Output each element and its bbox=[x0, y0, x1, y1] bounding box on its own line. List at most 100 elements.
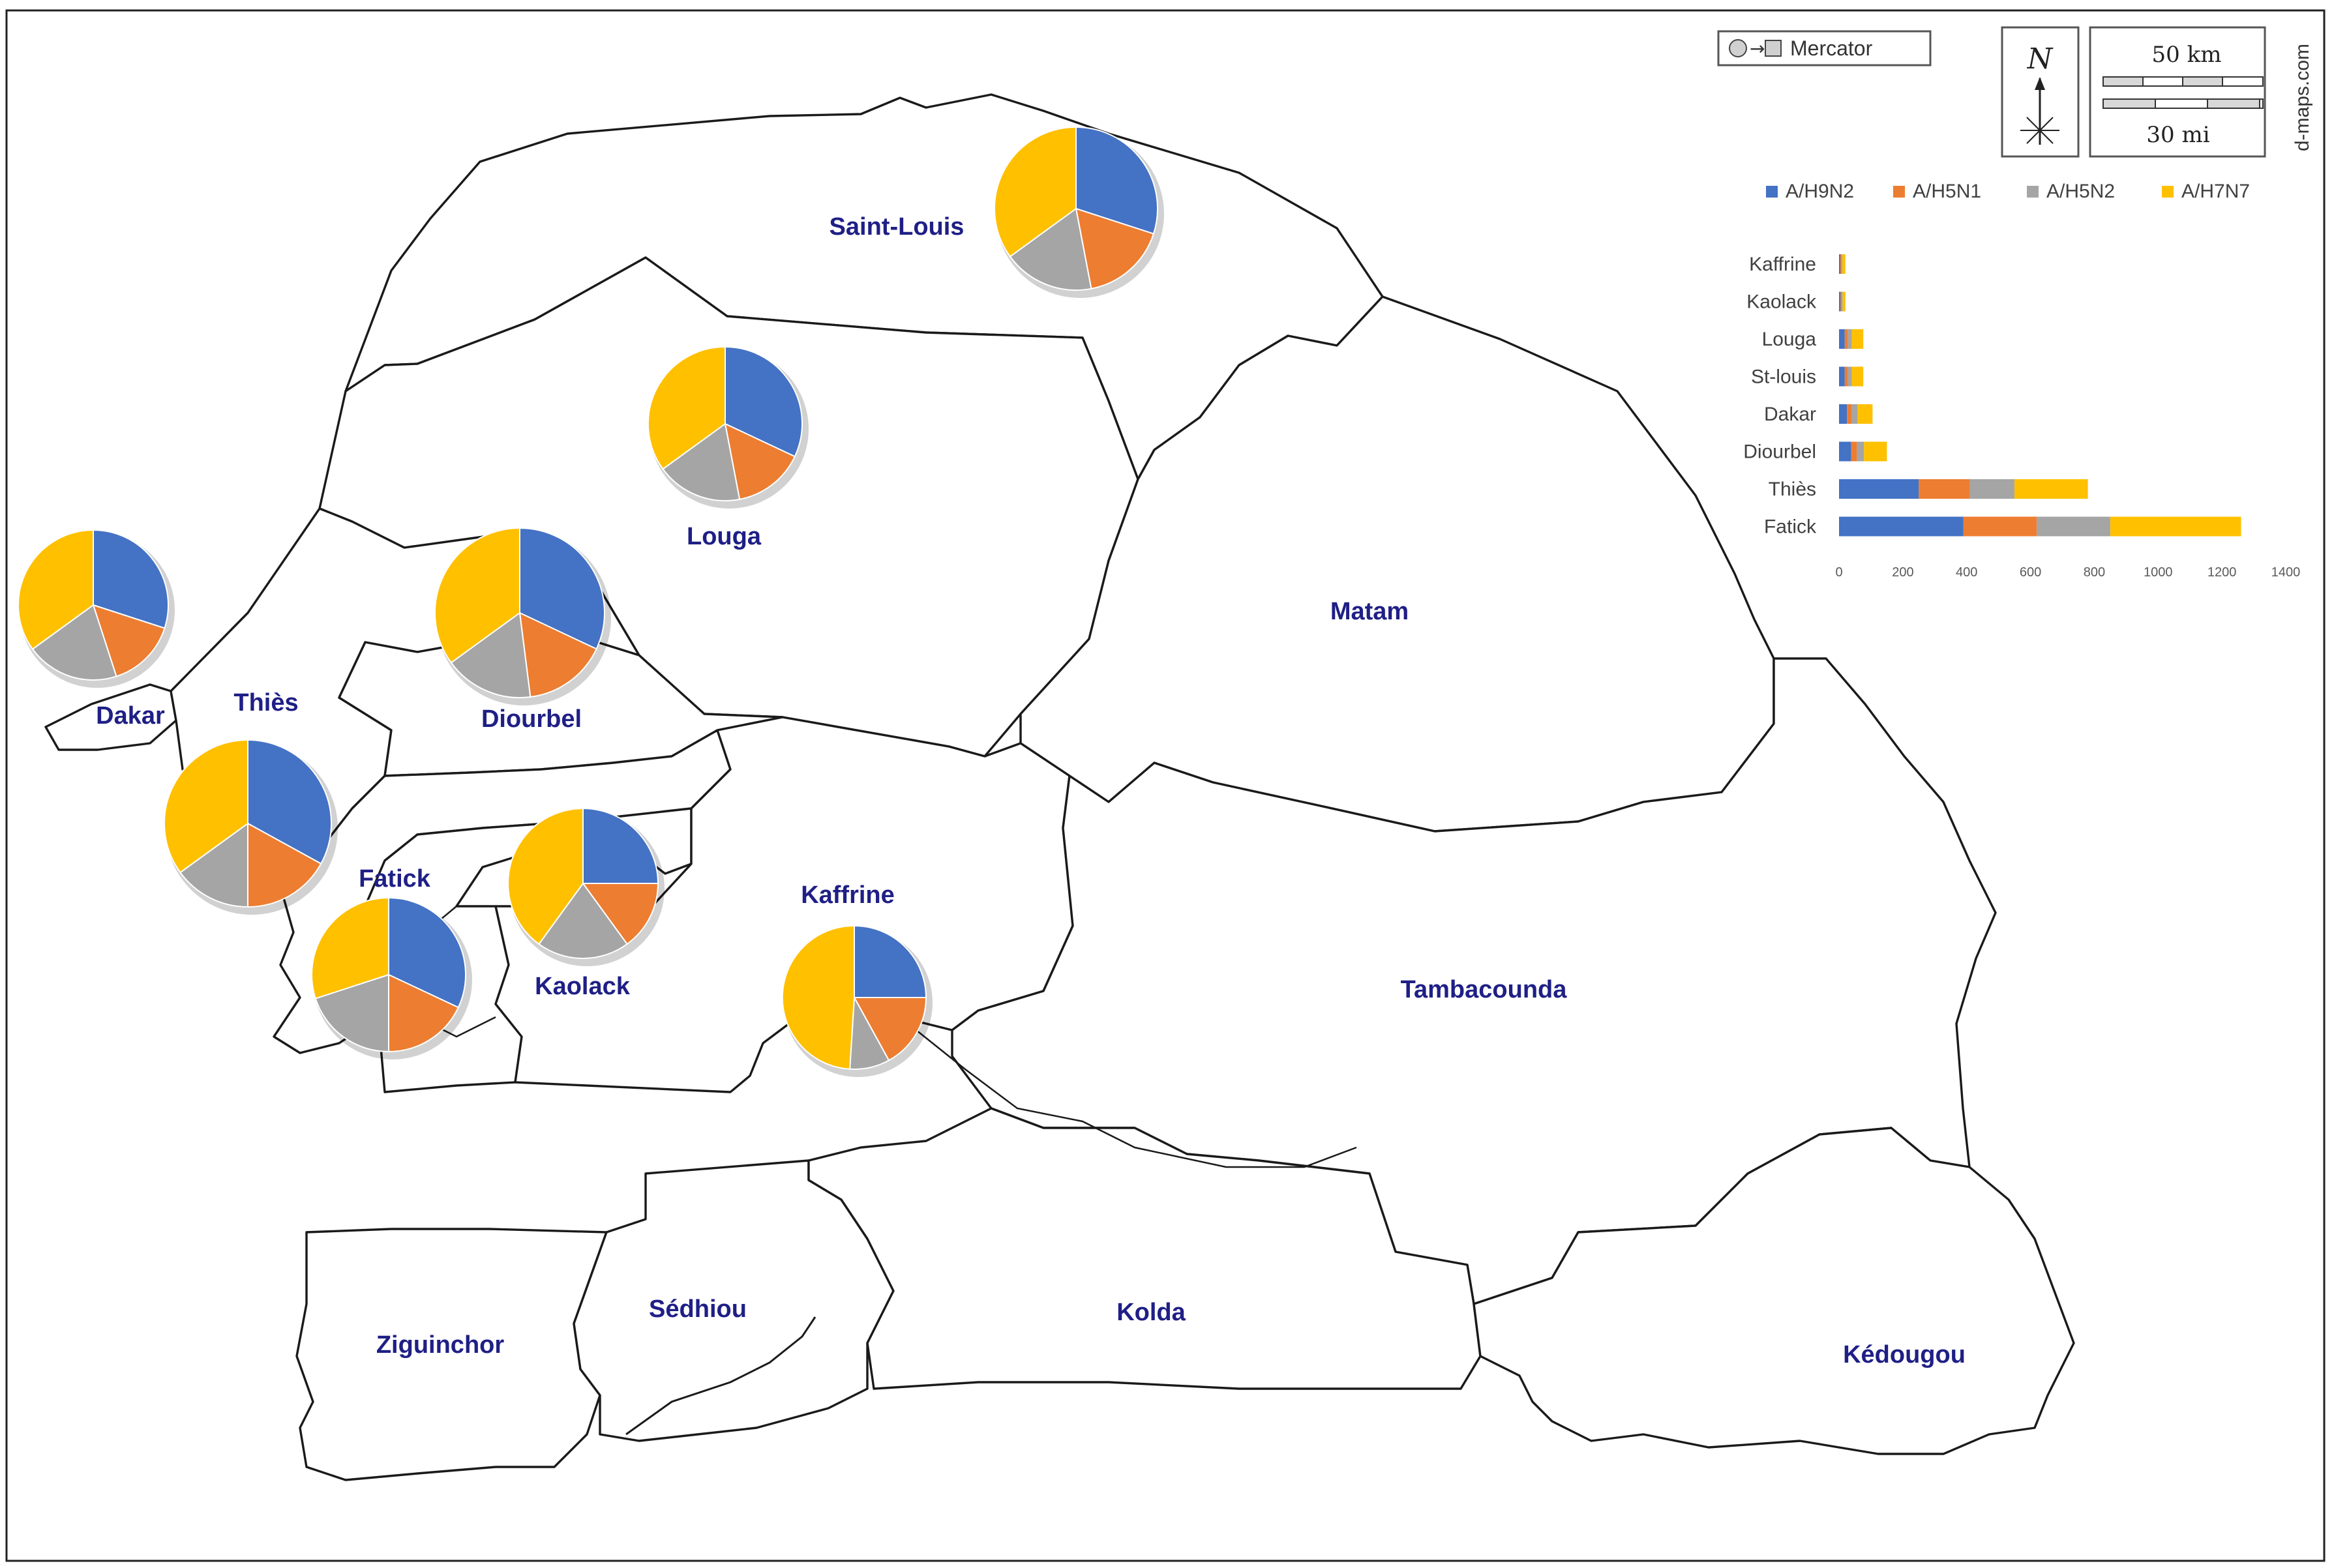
pie-slice-a-h5n1 bbox=[247, 822, 322, 908]
pie-slice-a-h9n2 bbox=[1075, 126, 1158, 235]
label-kaolack: Kaolack bbox=[535, 973, 631, 1000]
pie-slice-a-h7n7 bbox=[647, 346, 726, 470]
casamance-river bbox=[625, 1316, 816, 1436]
scale-km-label: 50 km bbox=[2152, 42, 2222, 68]
bar-dakar-a-h9n2 bbox=[1839, 404, 1848, 424]
bar-louga-a-h9n2 bbox=[1839, 329, 1845, 349]
bar-fatick-a-h5n2 bbox=[2037, 516, 2110, 537]
pie-slice-a-h5n2 bbox=[538, 882, 628, 959]
legend-swatch-a-h5n2 bbox=[2027, 186, 2039, 198]
pie-chart-saint-louis bbox=[994, 126, 1164, 298]
credit-text: d-maps.com bbox=[2292, 44, 2313, 151]
pie-charts-layer bbox=[18, 126, 1164, 1077]
pie-chart-fatick bbox=[311, 896, 472, 1059]
legend-label-a-h7n7: A/H7N7 bbox=[2181, 181, 2250, 202]
label-dakar: Dakar bbox=[96, 702, 165, 730]
sphere-icon bbox=[1729, 39, 1747, 57]
pie-slice-a-h5n2 bbox=[450, 612, 531, 699]
north-arrow: N bbox=[2001, 26, 2080, 158]
bar-st-louis-a-h9n2 bbox=[1839, 366, 1845, 387]
bar-chart-legend: A/H9N2 A/H5N1 A/H5N2 A/H7N7 bbox=[1766, 181, 2250, 202]
pie-slice-a-h5n1 bbox=[853, 997, 927, 1061]
x-tick-1000: 1000 bbox=[2144, 565, 2173, 580]
bar-diourbel-a-h5n1 bbox=[1851, 441, 1857, 462]
north-arrow-icon bbox=[2035, 77, 2045, 90]
gambia-border bbox=[899, 1016, 1357, 1168]
bar-thies-a-h5n2 bbox=[1969, 479, 2015, 499]
bar-diourbel-a-h9n2 bbox=[1839, 441, 1851, 462]
bar-thies-a-h9n2 bbox=[1839, 479, 1919, 499]
label-fatick: Fatick bbox=[359, 865, 431, 893]
pie-slice-a-h7n7 bbox=[164, 739, 248, 874]
pie-chart-kaffrine bbox=[781, 925, 933, 1077]
projection-label: Mercator bbox=[1790, 37, 1873, 60]
pie-slice-a-h7n7 bbox=[434, 527, 520, 664]
arrow-icon: → bbox=[1750, 38, 1765, 59]
pie-chart-kaolack bbox=[507, 807, 665, 966]
bar-dakar-a-h7n7 bbox=[1857, 404, 1873, 424]
bar-chart-ticks: 0 200 400 600 800 1000 1200 1400 bbox=[1835, 565, 2300, 580]
region-kedougou[interactable] bbox=[1473, 1127, 2075, 1455]
bar-kaolack-a-h7n7 bbox=[1842, 291, 1846, 312]
pie-chart-diourbel bbox=[434, 527, 611, 705]
x-tick-1200: 1200 bbox=[2207, 565, 2237, 580]
legend-swatch-a-h9n2 bbox=[1766, 186, 1778, 198]
bar-category-kaolack: Kaolack bbox=[1746, 291, 1817, 313]
bar-category-thies: Thiès bbox=[1769, 479, 1816, 500]
bar-st-louis-a-h5n2 bbox=[1848, 366, 1852, 387]
scale-mi-label: 30 mi bbox=[2146, 122, 2209, 148]
bar-louga-a-h5n2 bbox=[1848, 329, 1852, 349]
bar-st-louis-a-h7n7 bbox=[1851, 366, 1864, 387]
legend-label-a-h5n2: A/H5N2 bbox=[2046, 181, 2115, 202]
pie-slice-a-h7n7 bbox=[507, 807, 584, 945]
pie-slice-a-h9n2 bbox=[725, 346, 803, 458]
x-tick-600: 600 bbox=[2020, 565, 2041, 580]
label-kolda: Kolda bbox=[1116, 1299, 1186, 1326]
bar-fatick-a-h7n7 bbox=[2110, 516, 2241, 537]
bar-kaffrine-a-h5n1 bbox=[1840, 254, 1842, 274]
bar-category-diourbel: Diourbel bbox=[1743, 441, 1816, 463]
pie-slice-a-h5n2 bbox=[31, 604, 117, 681]
bar-diourbel-a-h7n7 bbox=[1864, 441, 1887, 462]
pie-slice-a-h5n1 bbox=[518, 612, 597, 698]
pie-slice-a-h5n1 bbox=[582, 883, 659, 945]
label-kaffrine: Kaffrine bbox=[801, 881, 895, 909]
bar-fatick-a-h9n2 bbox=[1839, 516, 1964, 537]
bar-st-louis-a-h5n1 bbox=[1844, 366, 1848, 387]
bar-category-fatick: Fatick bbox=[1764, 516, 1817, 538]
pie-slice-a-h5n1 bbox=[1075, 207, 1155, 289]
bar-category-dakar: Dakar bbox=[1764, 404, 1816, 425]
x-tick-800: 800 bbox=[2084, 565, 2105, 580]
bar-thies-a-h7n7 bbox=[2014, 479, 2088, 499]
label-saint-louis: Saint-Louis bbox=[830, 213, 965, 241]
bar-kaffrine-a-h7n7 bbox=[1842, 254, 1846, 274]
pie-slice-a-h7n7 bbox=[311, 896, 389, 999]
label-thies: Thiès bbox=[233, 689, 298, 717]
pie-slice-a-h5n2 bbox=[314, 973, 389, 1053]
legend-swatch-a-h7n7 bbox=[2162, 186, 2174, 198]
x-tick-200: 200 bbox=[1892, 565, 1913, 580]
projection-box: → Mercator bbox=[1717, 30, 1932, 67]
bar-diourbel-a-h5n2 bbox=[1857, 441, 1864, 462]
bar-kaffrine-a-h9n2 bbox=[1839, 254, 1840, 274]
scale-bar: 50 km 30 mi bbox=[2089, 26, 2266, 158]
bar-fatick-a-h5n1 bbox=[1963, 516, 2037, 537]
label-kedougou: Kédougou bbox=[1843, 1341, 1966, 1368]
bar-kaolack-a-h9n2 bbox=[1839, 291, 1841, 312]
pie-slice-a-h9n2 bbox=[93, 529, 170, 629]
bar-louga-a-h5n1 bbox=[1844, 329, 1848, 349]
flat-map-icon bbox=[1765, 40, 1782, 57]
pie-slice-a-h9n2 bbox=[388, 896, 467, 1009]
legend-label-a-h5n1: A/H5N1 bbox=[1913, 181, 1981, 202]
pie-slice-a-h5n1 bbox=[388, 973, 460, 1053]
x-tick-1400: 1400 bbox=[2271, 565, 2301, 580]
legend-swatch-a-h5n1 bbox=[1893, 186, 1905, 198]
bar-category-st-louis: St-louis bbox=[1751, 366, 1816, 388]
stacked-bar-chart: A/H9N2 A/H5N1 A/H5N2 A/H7N7 Kaffrine Kaolack… bbox=[1743, 181, 2300, 580]
pie-slice-a-h5n2 bbox=[1009, 207, 1092, 291]
label-diourbel: Diourbel bbox=[481, 705, 582, 733]
pie-slice-a-h7n7 bbox=[18, 529, 94, 650]
x-tick-0: 0 bbox=[1835, 565, 1842, 580]
pie-slice-a-h5n2 bbox=[179, 822, 248, 908]
